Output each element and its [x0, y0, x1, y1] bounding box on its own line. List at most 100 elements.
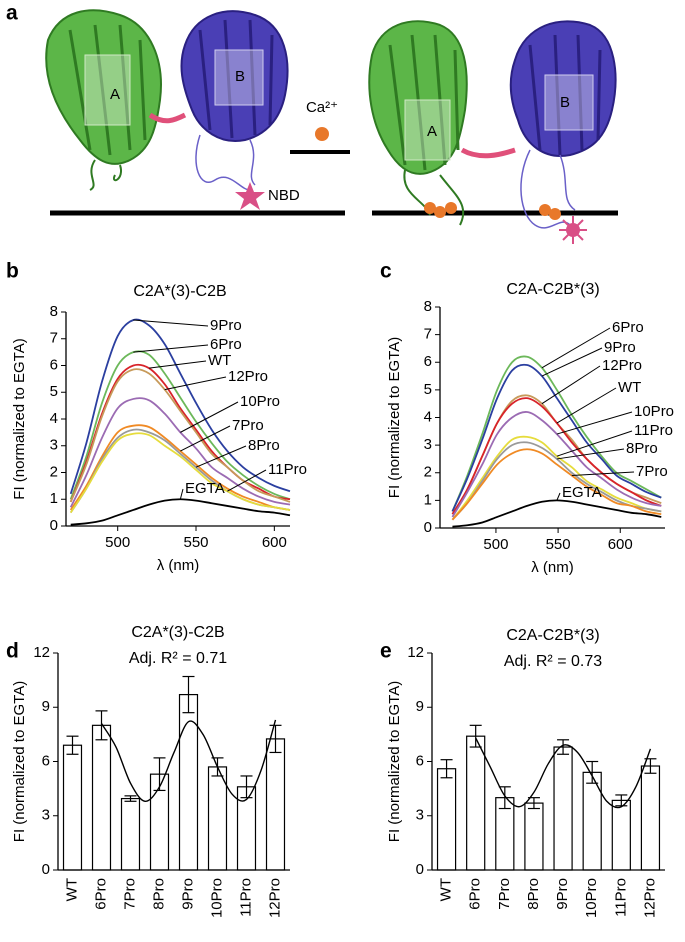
spectrum-line: [69, 368, 291, 503]
x-tick-label: 600: [608, 536, 633, 553]
loops: [520, 149, 576, 229]
leader-line: [541, 365, 601, 405]
leader-line: [556, 430, 633, 457]
series-label: WT: [208, 352, 231, 369]
spectrum-line: [451, 448, 662, 521]
series-label: 12Pro: [602, 357, 642, 374]
leader-line: [227, 469, 267, 492]
series-label: 11Pro: [268, 461, 307, 478]
x-tick-label: 12Pro: [266, 878, 283, 918]
panel-label: c: [380, 260, 392, 283]
y-tick-label: 9: [416, 698, 424, 715]
error-bar: [66, 735, 79, 755]
y-tick-label: 12: [407, 644, 424, 661]
linker: [460, 147, 516, 159]
series-label: 6Pro: [612, 319, 644, 336]
chart-title: C2A*(3)-C2B: [133, 283, 226, 300]
error-bar: [498, 786, 511, 810]
y-tick-label: 5: [424, 381, 432, 398]
calcium-ion: [424, 202, 436, 214]
x-tick-label: 11Pro: [237, 878, 254, 917]
bar: [553, 746, 573, 871]
calcium-ion: [315, 127, 329, 141]
series-label: 8Pro: [248, 437, 280, 454]
y-tick-label: 6: [50, 356, 58, 373]
spectrum-line: [69, 432, 291, 514]
y-tick-label: 3: [50, 437, 58, 454]
leader-line: [556, 387, 617, 424]
series-label: EGTA: [562, 484, 602, 501]
y-tick-label: 6: [416, 752, 424, 769]
leader-line: [195, 445, 247, 468]
domain-box: [404, 99, 451, 161]
y-tick-label: 3: [416, 807, 424, 824]
fit-curve: [475, 737, 652, 809]
spectrum-line: [451, 363, 662, 512]
domain-label: A: [110, 86, 120, 103]
y-axis-label: FI (normalized to EGTA): [11, 338, 28, 499]
line-chart: b C2A*(3)-C2B FI (normalized to EGTA) 0 1 2 3 4…: [6, 260, 307, 574]
y-tick-label: 2: [50, 463, 58, 480]
domain-label: B: [235, 68, 245, 85]
chart-subtitle: Adj. R² = 0.73: [504, 653, 602, 670]
error-bar: [557, 739, 570, 755]
y-tick-label: 1: [424, 491, 432, 508]
series-label: 10Pro: [240, 393, 280, 410]
fit-curve: [100, 719, 277, 802]
leader-line: [180, 425, 231, 452]
line-chart: c C2A-C2B*(3) FI (normalized to EGTA) 0 1 2 3 4…: [380, 260, 674, 576]
series-label: 7Pro: [636, 463, 668, 480]
y-tick-label: 7: [424, 326, 432, 343]
leader-line: [556, 411, 633, 435]
ion-label: Ca²⁺: [306, 99, 338, 116]
bar-chart: e C2A-C2B*(3) Adj. R² = 0.73 FI (normalized…: [380, 627, 665, 918]
y-tick-label: 3: [42, 807, 50, 824]
domain-box: [84, 54, 131, 126]
panel-label: b: [6, 260, 19, 283]
series-label: 7Pro: [232, 417, 264, 434]
y-tick-label: 4: [424, 408, 432, 425]
y-tick-label: 6: [42, 752, 50, 769]
bar: [178, 693, 199, 871]
panel-label: d: [6, 640, 19, 663]
x-tick-label: WT: [438, 878, 455, 901]
error-bar: [269, 724, 282, 754]
error-bar: [124, 795, 137, 802]
x-axis-label: λ (nm): [157, 557, 200, 574]
series-label: 11Pro: [634, 422, 673, 439]
domain-label: A: [427, 123, 437, 140]
x-tick-label: 7Pro: [496, 878, 513, 910]
y-tick-label: 2: [424, 464, 432, 481]
leader-line: [133, 344, 209, 353]
bar: [62, 744, 83, 871]
loops: [403, 169, 465, 226]
series-label: 9Pro: [604, 339, 636, 356]
x-tick-label: 7Pro: [121, 878, 138, 910]
x-tick-label: 8Pro: [150, 878, 167, 910]
error-bar: [615, 794, 628, 807]
series-label: 6Pro: [210, 336, 242, 353]
beta-strands: [528, 34, 602, 156]
y-axis-label: FI (normalized to EGTA): [11, 681, 28, 842]
error-bar: [95, 710, 108, 741]
nbd-star: [235, 182, 265, 210]
bar: [524, 802, 544, 871]
chart-subtitle: Adj. R² = 0.71: [129, 650, 227, 667]
x-tick-label: 550: [546, 536, 571, 553]
calcium-ion: [539, 204, 551, 216]
x-tick-label: 600: [262, 534, 287, 551]
y-tick-label: 8: [424, 298, 432, 315]
y-axis-label: FI (normalized to EGTA): [386, 337, 403, 498]
calcium-ion: [445, 202, 457, 214]
x-tick-label: 550: [183, 534, 208, 551]
y-tick-label: 5: [50, 383, 58, 400]
domain-box: [544, 74, 594, 131]
x-axis-label: λ (nm): [531, 559, 574, 576]
beta-strands: [198, 19, 274, 139]
leader-line: [133, 319, 209, 327]
y-axis-label: FI (normalized to EGTA): [386, 681, 403, 842]
beta-strands: [68, 24, 147, 156]
nbd-burst: [559, 216, 587, 244]
x-tick-label: 10Pro: [208, 878, 225, 918]
diagram: a A: [6, 2, 618, 244]
